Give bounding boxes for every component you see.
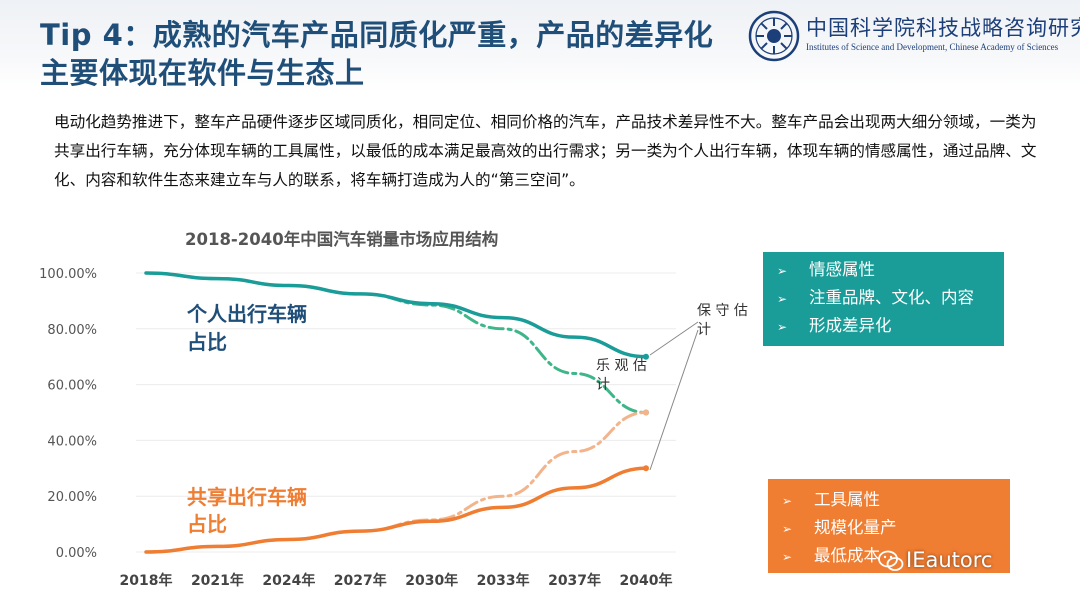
bullet-arrow-icon: ➢ xyxy=(777,292,788,306)
series-line-2 xyxy=(144,466,648,554)
intro-text: 电动化趋势推进下，整车产品硬件逐步区域同质化，相同定位、相同价格的汽车，产品技术… xyxy=(54,108,1044,195)
x-tick-label: 2024年 xyxy=(262,572,315,589)
y-tick-label: 100.00% xyxy=(39,267,97,282)
series-end-point-2 xyxy=(643,465,649,472)
cas-emblem-icon xyxy=(748,10,800,62)
series-line-0 xyxy=(144,271,648,359)
x-tick-label: 2021年 xyxy=(191,572,244,589)
y-tick-label: 20.00% xyxy=(47,490,97,505)
personal-series-label: 个人出行车辆 xyxy=(186,302,307,326)
shared-attribute-item: ➢ 规模化量产 xyxy=(782,514,1010,542)
intro-paragraph: 电动化趋势推进下，整车产品硬件逐步区域同质化，相同定位、相同价格的汽车，产品技术… xyxy=(54,113,1037,189)
series-end-point-3 xyxy=(643,409,649,416)
chart-title: 2018-2040年中国汽车销量市场应用结构 xyxy=(185,230,499,249)
y-tick-label: 80.00% xyxy=(47,323,97,338)
series-end-point-0 xyxy=(643,353,649,360)
personal-attributes-box: ➢ 情感属性 ➢ 注重品牌、文化、内容 ➢ 形成差异化 xyxy=(763,252,1004,346)
bullet-arrow-icon: ➢ xyxy=(782,494,793,508)
optimistic-annotation: 乐 观 估 xyxy=(596,358,647,374)
institute-name-cn: 中国科学院科技战略咨询研究院 xyxy=(806,16,1080,40)
conservative-annotation-2: 计 xyxy=(697,322,711,338)
optimistic-annotation-2: 计 xyxy=(596,377,610,393)
x-tick-label: 2027年 xyxy=(334,572,387,589)
y-tick-label: 60.00% xyxy=(47,379,97,394)
conservative-annotation: 保 守 估 xyxy=(697,303,748,319)
x-tick-label: 2040年 xyxy=(620,572,673,589)
header-band xyxy=(0,0,1080,92)
shared-series-label-2: 占比 xyxy=(187,512,227,536)
x-tick-label: 2033年 xyxy=(477,572,530,589)
shared-attribute-item: ➢ 最低成本 xyxy=(782,542,1010,570)
personal-attribute-item: ➢ 情感属性 xyxy=(777,256,1004,284)
personal-attribute-item: ➢ 注重品牌、文化、内容 xyxy=(777,284,1004,312)
page-title-line-2: 主要体现在软件与生态上 xyxy=(40,56,365,90)
x-tick-label: 2030年 xyxy=(405,572,458,589)
bullet-arrow-icon: ➢ xyxy=(782,522,793,536)
bullet-arrow-icon: ➢ xyxy=(777,264,788,278)
institute-name-en: Institutes of Science and Development, C… xyxy=(806,42,1059,52)
shared-series-label: 共享出行车辆 xyxy=(187,485,307,509)
x-tick-label: 2018年 xyxy=(120,572,173,589)
y-tick-label: 40.00% xyxy=(47,434,97,449)
institute-logo: 中国科学院科技战略咨询研究院 Institutes of Science and… xyxy=(748,10,1080,62)
wechat-icon xyxy=(878,550,904,571)
page-title-line-1: Tip 4：成熟的汽车产品同质化严重，产品的差异化 xyxy=(40,18,714,52)
y-tick-label: 0.00% xyxy=(56,546,97,561)
shared-attribute-item: ➢ 工具属性 xyxy=(782,486,1010,514)
watermark-text: IEautorc xyxy=(906,548,993,572)
x-tick-label: 2037年 xyxy=(548,572,601,589)
conservative-leader-line-shared xyxy=(649,329,699,471)
bullet-arrow-icon: ➢ xyxy=(782,550,793,564)
bullet-arrow-icon: ➢ xyxy=(777,320,788,334)
personal-series-label-2: 占比 xyxy=(187,330,227,354)
shared-attributes-box: ➢ 工具属性 ➢ 规模化量产 ➢ 最低成本 xyxy=(768,479,1010,573)
conservative-leader-line xyxy=(649,321,699,356)
personal-attribute-item: ➢ 形成差异化 xyxy=(777,312,1004,340)
